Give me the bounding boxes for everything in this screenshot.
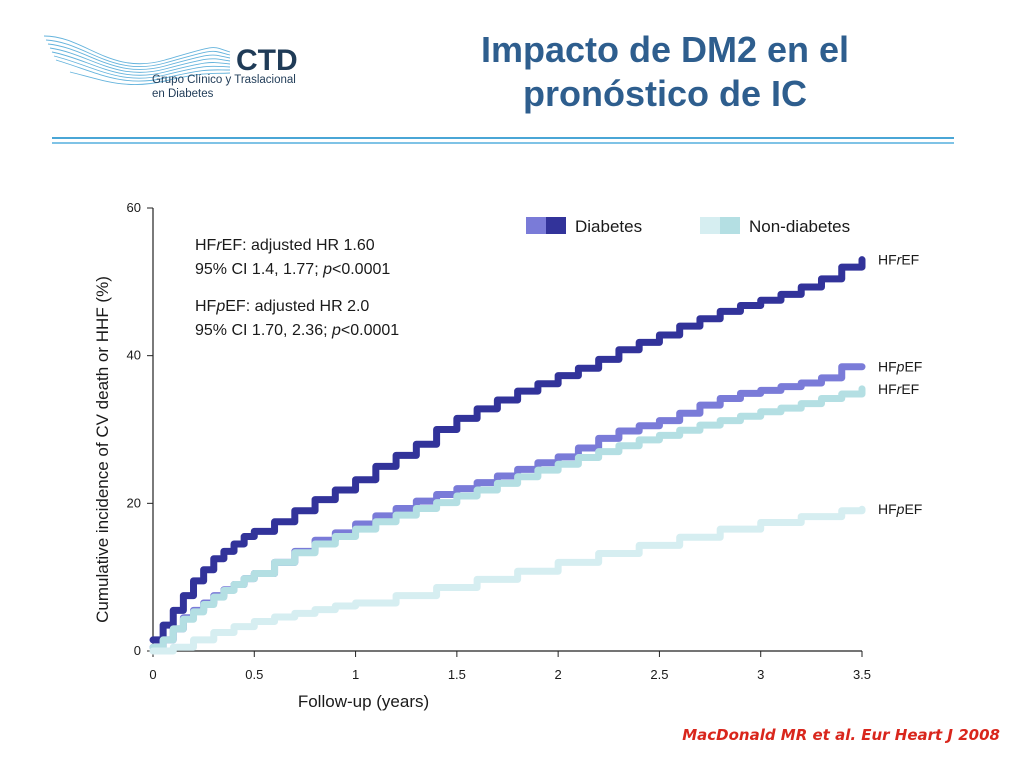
slide-title-line2: pronóstico de IC	[522, 73, 807, 114]
slide-title-line1: Impacto de DM2 en el	[480, 29, 850, 70]
y-axis-title: Cumulative incidence of CV death or HHF …	[93, 276, 112, 623]
legend-swatch-light	[526, 217, 546, 234]
x-tick-label: 0	[149, 667, 156, 682]
legend-label: Diabetes	[575, 217, 642, 236]
x-tick-label: 1	[352, 667, 359, 682]
series-line-diabetes-hfref	[149, 256, 866, 644]
wave-lines-icon	[43, 35, 231, 85]
series-label-diabetes-hfpef: HFpEF	[878, 359, 922, 375]
x-tick-label: 2	[555, 667, 562, 682]
x-axis-title: Follow-up (years)	[298, 692, 429, 711]
x-tick-label: 1.5	[448, 667, 466, 682]
chart-series	[149, 256, 866, 655]
annotation-line2: 95% CI 1.4, 1.77; p<0.0001	[195, 261, 390, 278]
chart-annotations: HFrEF: adjusted HR 1.60 95% CI 1.4, 1.77;…	[195, 237, 399, 339]
series-label-diabetes-hfref: HFrEF	[878, 252, 919, 268]
series-label-non-diabetes-hfref: HFrEF	[878, 381, 919, 397]
legend-swatch-dark	[720, 217, 740, 234]
logo-mark: CTD	[236, 44, 298, 77]
y-tick-label: 60	[127, 200, 141, 215]
chart-legend: Diabetes Non-diabetes	[526, 217, 850, 236]
legend-swatch-dark	[546, 217, 566, 234]
series-line-non-diabetes-hfpef	[149, 505, 866, 655]
series-line-diabetes-hfpef	[149, 363, 866, 651]
series-line-non-diabetes-hfref	[149, 385, 866, 651]
annotation-line1: HFrEF: adjusted HR 1.60	[195, 237, 375, 254]
x-tick-label: 0.5	[245, 667, 263, 682]
legend-swatch-light	[700, 217, 720, 234]
citation: MacDonald MR et al. Eur Heart J 2008	[682, 726, 1000, 744]
annotation-line1: HFpEF: adjusted HR 2.0	[195, 298, 369, 315]
y-tick-label: 40	[127, 348, 141, 363]
logo-subtitle-line2: en Diabetes	[152, 88, 214, 100]
x-tick-label: 3.5	[853, 667, 871, 682]
ctd-logo-graphic: CTD Grupo Clínico y Traslacional en Diab…	[43, 35, 298, 100]
series-label-non-diabetes-hfpef: HFpEF	[878, 501, 922, 517]
ctd-logo: CTD Grupo Clínico y Traslacional en Diab…	[40, 28, 330, 108]
legend-label: Non-diabetes	[749, 217, 850, 236]
slide-title: Impacto de DM2 en el pronóstico de IC	[395, 28, 935, 116]
chart-axes: 0 0.5 1 1.5 2 2.5 3 3.5 0 20 40 60 Follow-up (years)…	[93, 200, 871, 711]
x-tick-label: 3	[757, 667, 764, 682]
x-tick-label: 2.5	[650, 667, 668, 682]
incidence-chart: 0 0.5 1 1.5 2 2.5 3 3.5 0 20 40 60 Follow-up (years)…	[93, 200, 922, 711]
y-tick-label: 20	[127, 495, 141, 510]
chart-series-labels: HFrEF HFpEF HFrEF HFpEF	[878, 252, 922, 518]
logo-subtitle-line1: Grupo Clínico y Traslacional	[152, 74, 296, 86]
y-tick-label: 0	[134, 643, 141, 658]
title-divider	[52, 137, 954, 147]
annotation-line2: 95% CI 1.70, 2.36; p<0.0001	[195, 322, 399, 339]
